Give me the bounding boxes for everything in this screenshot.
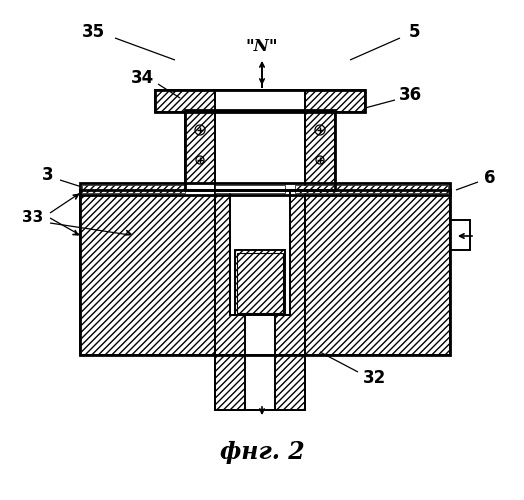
- Bar: [305, 110, 335, 190]
- Text: 32: 32: [363, 369, 387, 387]
- Text: "N": "N": [246, 38, 278, 55]
- Bar: [215, 185, 285, 193]
- Bar: [230, 190, 290, 315]
- Bar: [235, 250, 285, 315]
- Bar: [305, 90, 365, 112]
- Text: 34: 34: [132, 69, 155, 87]
- Bar: [215, 355, 305, 410]
- Bar: [295, 185, 448, 193]
- Text: 6: 6: [484, 169, 496, 187]
- Bar: [305, 190, 450, 355]
- Bar: [215, 90, 305, 112]
- Bar: [80, 183, 450, 195]
- Text: 33: 33: [23, 210, 43, 226]
- Bar: [450, 220, 470, 250]
- Bar: [80, 190, 450, 355]
- Bar: [155, 90, 365, 112]
- Bar: [215, 355, 245, 410]
- Bar: [237, 253, 283, 313]
- Text: фнг. 2: фнг. 2: [220, 440, 304, 464]
- Text: 3: 3: [42, 166, 54, 184]
- Bar: [275, 190, 305, 355]
- Bar: [155, 90, 215, 112]
- Bar: [215, 110, 305, 190]
- Bar: [80, 190, 215, 355]
- Text: 36: 36: [398, 86, 422, 104]
- Bar: [185, 110, 335, 190]
- Bar: [215, 190, 245, 355]
- Text: 35: 35: [81, 23, 105, 41]
- Bar: [275, 355, 305, 410]
- Bar: [237, 253, 283, 313]
- Bar: [185, 110, 215, 190]
- Text: 5: 5: [409, 23, 421, 41]
- Bar: [82, 185, 185, 193]
